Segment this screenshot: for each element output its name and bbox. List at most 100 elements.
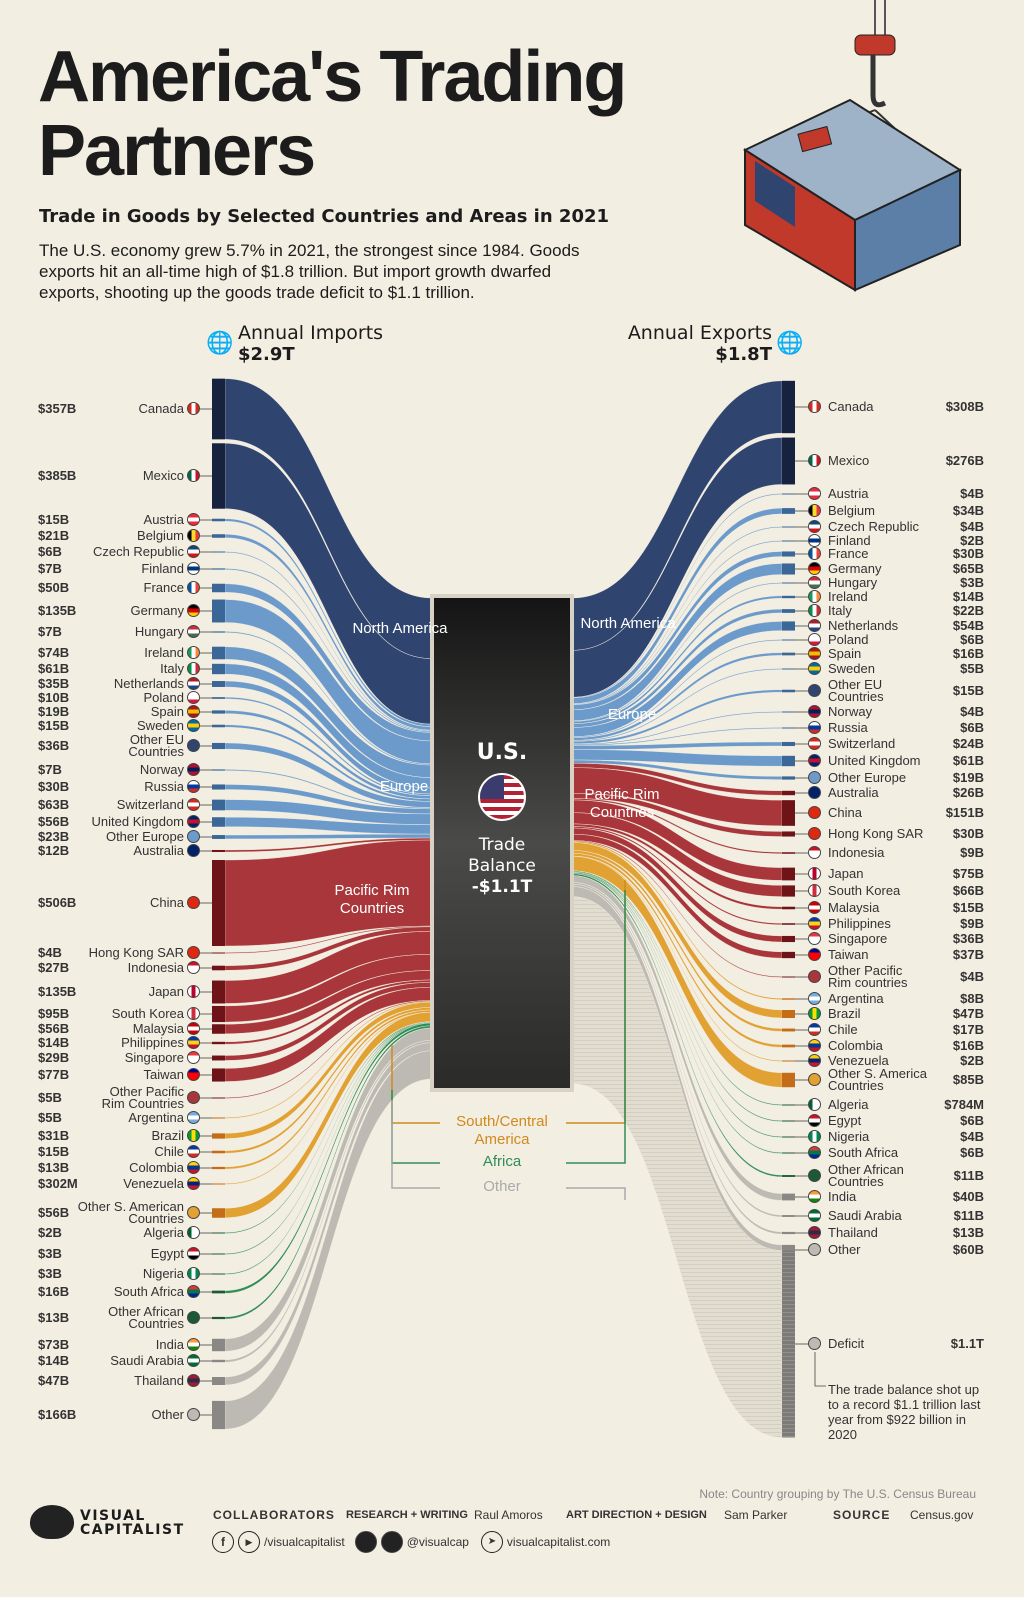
country-label: Algeria: [828, 1097, 869, 1112]
bar-segment: [782, 951, 795, 959]
flag-icon: [808, 932, 821, 945]
value-label: $13B: [38, 1160, 70, 1175]
value-label: $74B: [38, 645, 70, 660]
country-label: Other: [151, 1407, 184, 1422]
bar-segment: [782, 689, 795, 693]
value-label: $11B: [953, 1208, 984, 1223]
flow-band: [571, 767, 783, 827]
flag-icon: [187, 985, 200, 998]
value-label: $15B: [38, 718, 70, 733]
social-handle-visualcapitalist[interactable]: /visualcapitalist: [264, 1535, 345, 1549]
country-label: Austria: [143, 512, 184, 527]
bar-segment: [212, 965, 225, 971]
bar-segment: [782, 563, 795, 575]
youtube-icon[interactable]: ▶: [238, 1531, 260, 1553]
bar-segment: [782, 976, 795, 978]
bar-segment: [212, 1290, 225, 1294]
bar-segment: [782, 380, 795, 434]
globe-icon: 🌐: [206, 330, 234, 355]
bar-segment: [212, 724, 225, 728]
art-name: Sam Parker: [724, 1508, 788, 1522]
country-label: Australia: [828, 785, 879, 800]
bar-segment: [782, 867, 795, 881]
country-label: Argentina: [828, 991, 884, 1006]
country-label: Colombia: [129, 1160, 184, 1175]
value-label: $4B: [960, 704, 984, 719]
country-label: India: [828, 1189, 857, 1204]
deficit-note: The trade balance shot up to a record $1…: [828, 1382, 981, 1442]
bar-segment: [212, 980, 225, 1004]
website-link[interactable]: visualcapitalist.com: [506, 1535, 611, 1549]
bar-segment: [782, 493, 795, 495]
value-label: $61B: [38, 661, 70, 676]
country-label: Canada: [138, 401, 184, 416]
flow-band: [571, 882, 783, 1218]
flag-icon: [187, 402, 200, 415]
flag-icon: [187, 529, 200, 542]
flag-icon: [187, 1161, 200, 1174]
facebook-icon[interactable]: f: [212, 1531, 234, 1553]
country-label: Thailand: [134, 1373, 184, 1388]
subtitle: Trade in Goods by Selected Countries and…: [39, 206, 610, 227]
bar-segment: [212, 849, 225, 853]
value-label: $36B: [38, 738, 70, 753]
bar-segment: [782, 551, 795, 557]
value-label: $30B: [38, 779, 70, 794]
bar-segment: [782, 540, 795, 542]
twitter-icon[interactable]: [354, 1531, 377, 1553]
brand-name: VISUAL CAPITALIST: [80, 1508, 185, 1538]
flag-icon: [808, 1007, 821, 1020]
bar-segment: [782, 1175, 795, 1177]
value-label: $17B: [952, 1022, 984, 1037]
flag-icon: [808, 487, 821, 500]
country-label: Saudi Arabia: [828, 1208, 902, 1223]
flag-icon: [808, 1023, 821, 1036]
instagram-icon[interactable]: [380, 1531, 403, 1553]
country-label: Egypt: [150, 1246, 184, 1261]
flag-icon: [808, 1337, 821, 1350]
country-label: Philippines: [828, 916, 891, 931]
flag-icon: [808, 846, 821, 859]
country-label: Netherlands: [828, 618, 899, 633]
value-label: $7B: [38, 561, 62, 576]
country-label: South Korea: [828, 883, 901, 898]
country-label: Other Europe: [828, 770, 907, 785]
flag-icon: [808, 721, 821, 734]
value-label: $151B: [945, 805, 984, 820]
country-label: Poland: [828, 632, 869, 647]
value-label: $2B: [38, 1225, 62, 1240]
country-label: Belgium: [828, 503, 875, 518]
country-label: Brazil: [828, 1006, 861, 1021]
value-label: $5B: [38, 1090, 62, 1105]
country-label: Taiwan: [828, 947, 869, 962]
flag-icon: [187, 719, 200, 732]
country-label: Finland: [141, 561, 184, 576]
bar-segment: [212, 1117, 225, 1119]
country-label: Other EU Countries: [828, 677, 884, 704]
value-label: $27B: [38, 960, 70, 975]
value-label: $308B: [945, 399, 984, 414]
value-label: $19B: [38, 704, 70, 719]
value-label: $3B: [960, 575, 984, 590]
flag-icon: [187, 545, 200, 558]
bar-segment: [212, 1041, 225, 1045]
country-label: Finland: [828, 533, 871, 548]
value-label: $9B: [960, 916, 984, 931]
social-handle-visualcap[interactable]: @visualcap: [406, 1535, 469, 1549]
country-label: Russia: [828, 720, 868, 735]
country-label: China: [150, 895, 184, 910]
country-label: Hong Kong SAR: [88, 945, 184, 960]
value-label: $5B: [960, 661, 984, 676]
value-label: $15B: [952, 900, 984, 915]
country-label: Czech Republic: [92, 544, 184, 559]
bar-segment: [212, 697, 225, 699]
bar-segment: [212, 551, 225, 553]
value-label: $135B: [38, 984, 77, 999]
flag-icon: [808, 992, 821, 1005]
imports-header: Annual Imports $2.9T: [238, 322, 383, 365]
flag-icon: [808, 884, 821, 897]
bar-segment: [782, 526, 795, 528]
flag-icon: [808, 590, 821, 603]
bar-segment: [782, 582, 795, 584]
value-label: $14B: [38, 1353, 70, 1368]
